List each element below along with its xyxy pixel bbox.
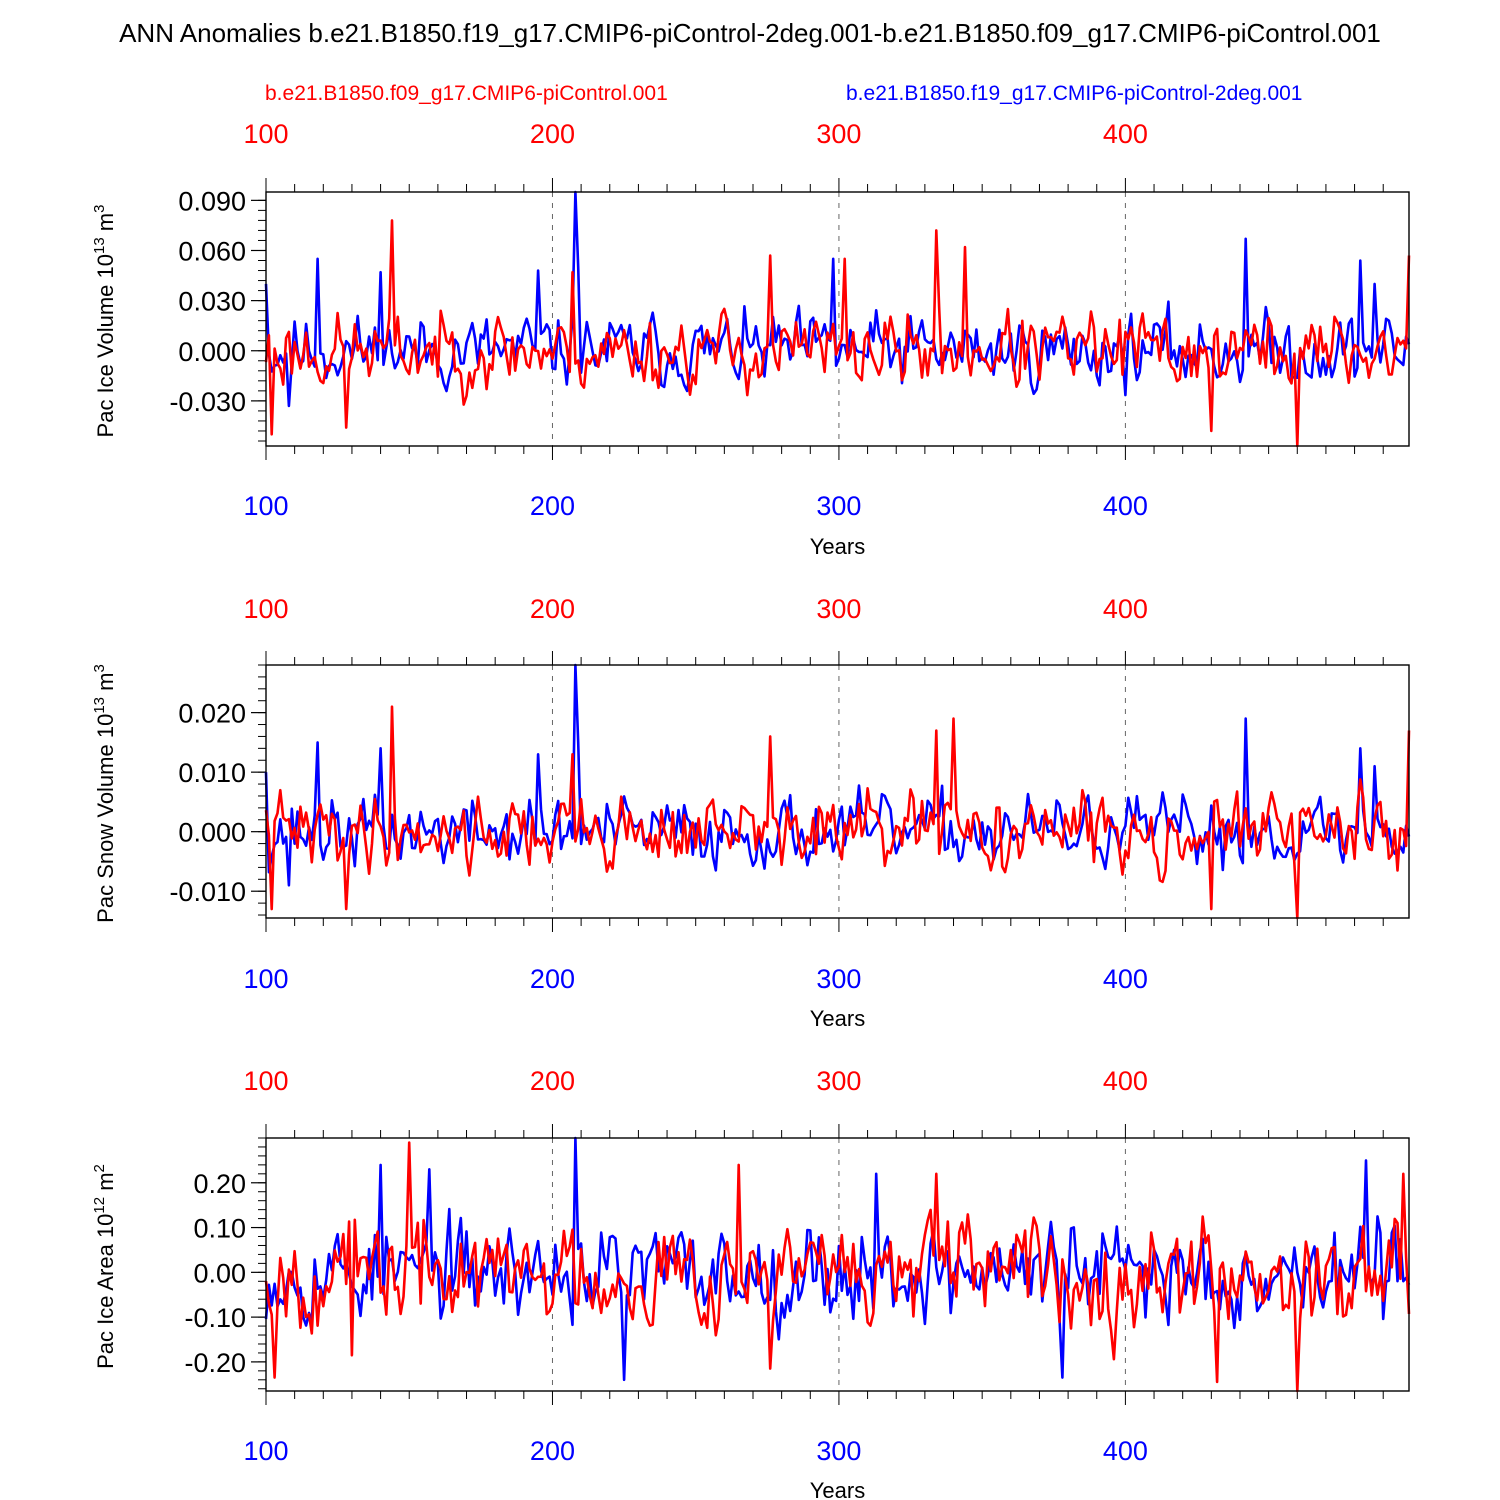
y-axis-label-part: Pac Snow Volume 10: [93, 714, 118, 923]
x-tick-label-bottom: 300: [816, 1436, 861, 1466]
series-line-blue: [264, 190, 1411, 408]
y-axis-label-part: m: [93, 213, 118, 237]
x-tick-label-top: 100: [243, 594, 288, 624]
plot-frame: [265, 664, 1410, 919]
y-axis-label: Pac Ice Volume 1013 m3: [91, 205, 118, 438]
x-tick-label-bottom: 300: [816, 491, 861, 521]
y-tick-label: -0.010: [169, 877, 246, 907]
x-tick-label-top: 400: [1103, 1066, 1148, 1096]
y-axis-label-part: 2: [91, 1164, 108, 1172]
panel-pac-ice-area: -0.20 -0.10 0.00 0.10 0.20 100 100 200 200 300 300…: [91, 1066, 1411, 1500]
x-tick-label-top: 100: [243, 1066, 288, 1096]
x-tick-label-top: 200: [530, 594, 575, 624]
y-tick-label: 0.000: [178, 337, 246, 367]
x-axis-label: Years: [810, 534, 865, 559]
x-tick-label-top: 200: [530, 119, 575, 149]
y-axis-label-part: 13: [91, 697, 108, 714]
panel-pac-snow-volume: -0.010 0.000 0.010 0.020 100 100 200 200 300 300 4…: [91, 594, 1411, 1031]
x-tick-label-bottom: 300: [816, 964, 861, 994]
legend-blue-run: b.e21.B1850.f19_g17.CMIP6-piControl-2deg…: [846, 82, 1303, 105]
y-tick-label: 0.090: [178, 186, 246, 216]
x-tick-label-top: 300: [816, 119, 861, 149]
x-tick-label-top: 400: [1103, 594, 1148, 624]
x-tick-label-top: 200: [530, 1066, 575, 1096]
series-line-blue: [264, 663, 1411, 887]
x-tick-label-bottom: 200: [530, 964, 575, 994]
x-tick-label-bottom: 200: [530, 491, 575, 521]
y-tick-label: 0.010: [178, 758, 246, 788]
y-tick-label: -0.10: [184, 1303, 246, 1333]
x-axis-label: Years: [810, 1006, 865, 1031]
x-tick-label-top: 400: [1103, 119, 1148, 149]
y-tick-label: 0.00: [193, 1258, 246, 1288]
y-tick-label: 0.030: [178, 287, 246, 317]
series-line-red: [264, 1141, 1411, 1393]
x-tick-label-top: 100: [243, 119, 288, 149]
y-tick-label: 0.10: [193, 1214, 246, 1244]
y-axis-label-part: Pac Ice Volume 10: [93, 254, 118, 437]
y-axis-label-part: 3: [91, 205, 108, 213]
y-tick-label: -0.030: [169, 387, 246, 417]
x-tick-label-bottom: 400: [1103, 491, 1148, 521]
y-axis-label-part: 13: [91, 237, 108, 254]
y-axis-label-part: 12: [91, 1197, 108, 1214]
legend-red-run: b.e21.B1850.f09_g17.CMIP6-piControl.001: [265, 82, 668, 105]
y-tick-label: -0.20: [184, 1348, 246, 1378]
y-axis-label: Pac Snow Volume 1013 m3: [91, 664, 118, 923]
x-tick-label-bottom: 400: [1103, 1436, 1148, 1466]
x-tick-label-bottom: 100: [243, 1436, 288, 1466]
x-axis-label: Years: [810, 1478, 865, 1500]
y-tick-label: 0.000: [178, 818, 246, 848]
x-tick-label-bottom: 400: [1103, 964, 1148, 994]
x-tick-label-bottom: 100: [243, 964, 288, 994]
x-tick-label-top: 300: [816, 1066, 861, 1096]
x-tick-label-bottom: 100: [243, 491, 288, 521]
series-line-red: [264, 705, 1411, 920]
x-tick-label-bottom: 200: [530, 1436, 575, 1466]
y-tick-label: 0.060: [178, 236, 246, 266]
figure-title: ANN Anomalies b.e21.B1850.f19_g17.CMIP6-…: [119, 18, 1381, 48]
plot-frame: [265, 1137, 1410, 1392]
x-tick-label-top: 300: [816, 594, 861, 624]
plot-frame: [265, 191, 1410, 447]
y-axis-label-part: m: [93, 1172, 118, 1196]
y-axis-label-part: Pac Ice Area 10: [93, 1214, 118, 1369]
y-axis-label-part: 3: [91, 664, 108, 672]
panel-pac-ice-volume: -0.030 0.000 0.030 0.060 0.090 100 100 200 200 30…: [91, 119, 1411, 559]
y-tick-label: 0.020: [178, 699, 246, 729]
y-axis-label-part: m: [93, 673, 118, 697]
series-line-red: [264, 219, 1411, 448]
y-tick-label: 0.20: [193, 1169, 246, 1199]
y-axis-label: Pac Ice Area 1012 m2: [91, 1164, 118, 1369]
